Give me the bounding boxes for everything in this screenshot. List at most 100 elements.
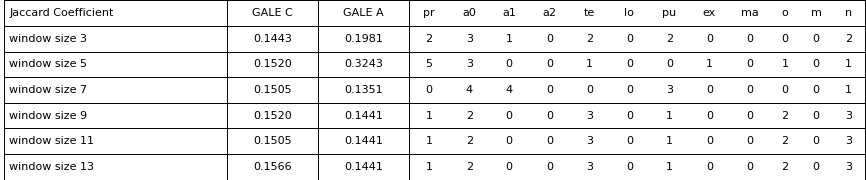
Text: 0: 0 (626, 34, 633, 44)
Text: 4: 4 (466, 85, 473, 95)
Text: 0: 0 (585, 85, 593, 95)
Text: 1: 1 (706, 59, 713, 69)
Text: 0: 0 (626, 136, 633, 146)
Text: 2: 2 (466, 162, 473, 172)
Text: 0: 0 (626, 162, 633, 172)
Text: 2: 2 (466, 136, 473, 146)
Text: 1: 1 (666, 162, 673, 172)
Text: 0: 0 (812, 85, 820, 95)
Text: 2: 2 (585, 34, 593, 44)
Text: 2: 2 (781, 111, 789, 121)
Text: 1: 1 (426, 136, 433, 146)
Text: 0.1505: 0.1505 (253, 136, 292, 146)
Text: 0: 0 (546, 136, 553, 146)
Text: 0: 0 (706, 136, 713, 146)
Text: 0: 0 (626, 59, 633, 69)
Text: 0.3243: 0.3243 (344, 59, 383, 69)
Text: Jaccard Coefficient: Jaccard Coefficient (10, 8, 113, 18)
Text: 0: 0 (666, 59, 673, 69)
Text: window size 11: window size 11 (10, 136, 94, 146)
Text: 2: 2 (781, 136, 789, 146)
Text: 0: 0 (546, 162, 553, 172)
Text: 1: 1 (845, 85, 852, 95)
Text: 0: 0 (812, 136, 820, 146)
Text: 0: 0 (812, 162, 820, 172)
Text: 0: 0 (546, 34, 553, 44)
Text: 2: 2 (466, 111, 473, 121)
Text: 0: 0 (746, 59, 753, 69)
Text: 3: 3 (845, 111, 852, 121)
Text: 3: 3 (845, 162, 852, 172)
Text: ex: ex (703, 8, 716, 18)
Text: 0.1505: 0.1505 (253, 85, 292, 95)
Text: 1: 1 (666, 136, 673, 146)
Text: 0: 0 (746, 85, 753, 95)
Text: window size 13: window size 13 (10, 162, 94, 172)
Text: window size 3: window size 3 (10, 34, 87, 44)
Text: 0.1520: 0.1520 (253, 111, 292, 121)
Text: 0: 0 (746, 136, 753, 146)
Text: 0: 0 (812, 59, 820, 69)
Text: 0: 0 (746, 111, 753, 121)
Text: 1: 1 (506, 34, 513, 44)
Text: 0: 0 (546, 111, 553, 121)
Text: 3: 3 (585, 111, 593, 121)
Text: 1: 1 (666, 111, 673, 121)
Text: lo: lo (624, 8, 634, 18)
Text: pr: pr (423, 8, 435, 18)
Text: 0.1441: 0.1441 (344, 111, 383, 121)
Text: 0: 0 (812, 34, 820, 44)
Text: te: te (584, 8, 595, 18)
Text: GALE C: GALE C (252, 8, 293, 18)
Text: a0: a0 (462, 8, 476, 18)
Text: 0.1520: 0.1520 (253, 59, 292, 69)
Text: 0: 0 (506, 136, 513, 146)
Text: window size 5: window size 5 (10, 59, 87, 69)
Text: 4: 4 (506, 85, 513, 95)
Text: 2: 2 (425, 34, 433, 44)
Text: a1: a1 (502, 8, 516, 18)
Text: 0.1441: 0.1441 (344, 162, 383, 172)
Text: 2: 2 (781, 162, 789, 172)
Text: m: m (811, 8, 822, 18)
Text: 3: 3 (585, 162, 593, 172)
Text: 2: 2 (845, 34, 852, 44)
Text: 0: 0 (706, 111, 713, 121)
Text: 0.1351: 0.1351 (345, 85, 383, 95)
Text: 0: 0 (781, 85, 789, 95)
Text: 0: 0 (626, 111, 633, 121)
Text: 3: 3 (466, 34, 473, 44)
Text: 0.1441: 0.1441 (344, 136, 383, 146)
Text: o: o (782, 8, 788, 18)
Text: 0: 0 (506, 59, 513, 69)
Text: 3: 3 (845, 136, 852, 146)
Text: 0: 0 (506, 162, 513, 172)
Text: 0: 0 (546, 85, 553, 95)
Text: pu: pu (662, 8, 676, 18)
Text: 0.1981: 0.1981 (344, 34, 383, 44)
Text: 0: 0 (812, 111, 820, 121)
Text: 3: 3 (666, 85, 673, 95)
Text: 3: 3 (585, 136, 593, 146)
Text: GALE A: GALE A (343, 8, 384, 18)
Text: 0: 0 (426, 85, 433, 95)
Text: 0: 0 (706, 34, 713, 44)
Text: 1: 1 (585, 59, 593, 69)
Text: window size 7: window size 7 (10, 85, 87, 95)
Text: window size 9: window size 9 (10, 111, 87, 121)
Text: 0.1443: 0.1443 (253, 34, 292, 44)
Text: 0: 0 (781, 34, 789, 44)
Text: 0: 0 (746, 162, 753, 172)
Text: 0.1566: 0.1566 (253, 162, 292, 172)
Text: 1: 1 (781, 59, 789, 69)
Text: 5: 5 (426, 59, 433, 69)
Text: 0: 0 (626, 85, 633, 95)
Text: 0: 0 (546, 59, 553, 69)
Text: 1: 1 (426, 162, 433, 172)
Text: 0: 0 (706, 162, 713, 172)
Text: 2: 2 (666, 34, 673, 44)
Text: 1: 1 (845, 59, 852, 69)
Text: n: n (845, 8, 852, 18)
Text: 0: 0 (506, 111, 513, 121)
Text: a2: a2 (542, 8, 556, 18)
